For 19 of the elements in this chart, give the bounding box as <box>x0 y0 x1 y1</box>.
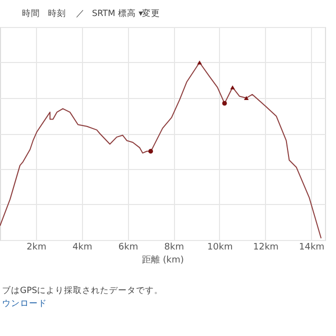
x-tick-label: 4km <box>72 242 92 252</box>
point <box>148 148 154 154</box>
text: 変更 <box>142 8 160 19</box>
x-tick-label: 12km <box>253 242 279 252</box>
text: 時刻 <box>48 8 66 19</box>
point <box>197 60 202 65</box>
point <box>244 96 249 100</box>
x-tick-label: 8km <box>164 242 184 252</box>
x-tick-label: 2km <box>26 242 46 252</box>
text: 時間 <box>22 8 40 19</box>
text: ／ <box>76 9 85 19</box>
point <box>230 85 235 90</box>
x-tick-label: 14km <box>299 242 324 252</box>
x-tick-label: 10km <box>207 242 233 252</box>
x-axis-title: 距離 (km) <box>142 254 184 266</box>
text: ウンロード <box>2 299 47 309</box>
point <box>222 100 227 106</box>
x-tick-label: 6km <box>118 242 138 252</box>
text: ブはGPSにより採取されたデータです。 <box>2 285 164 296</box>
